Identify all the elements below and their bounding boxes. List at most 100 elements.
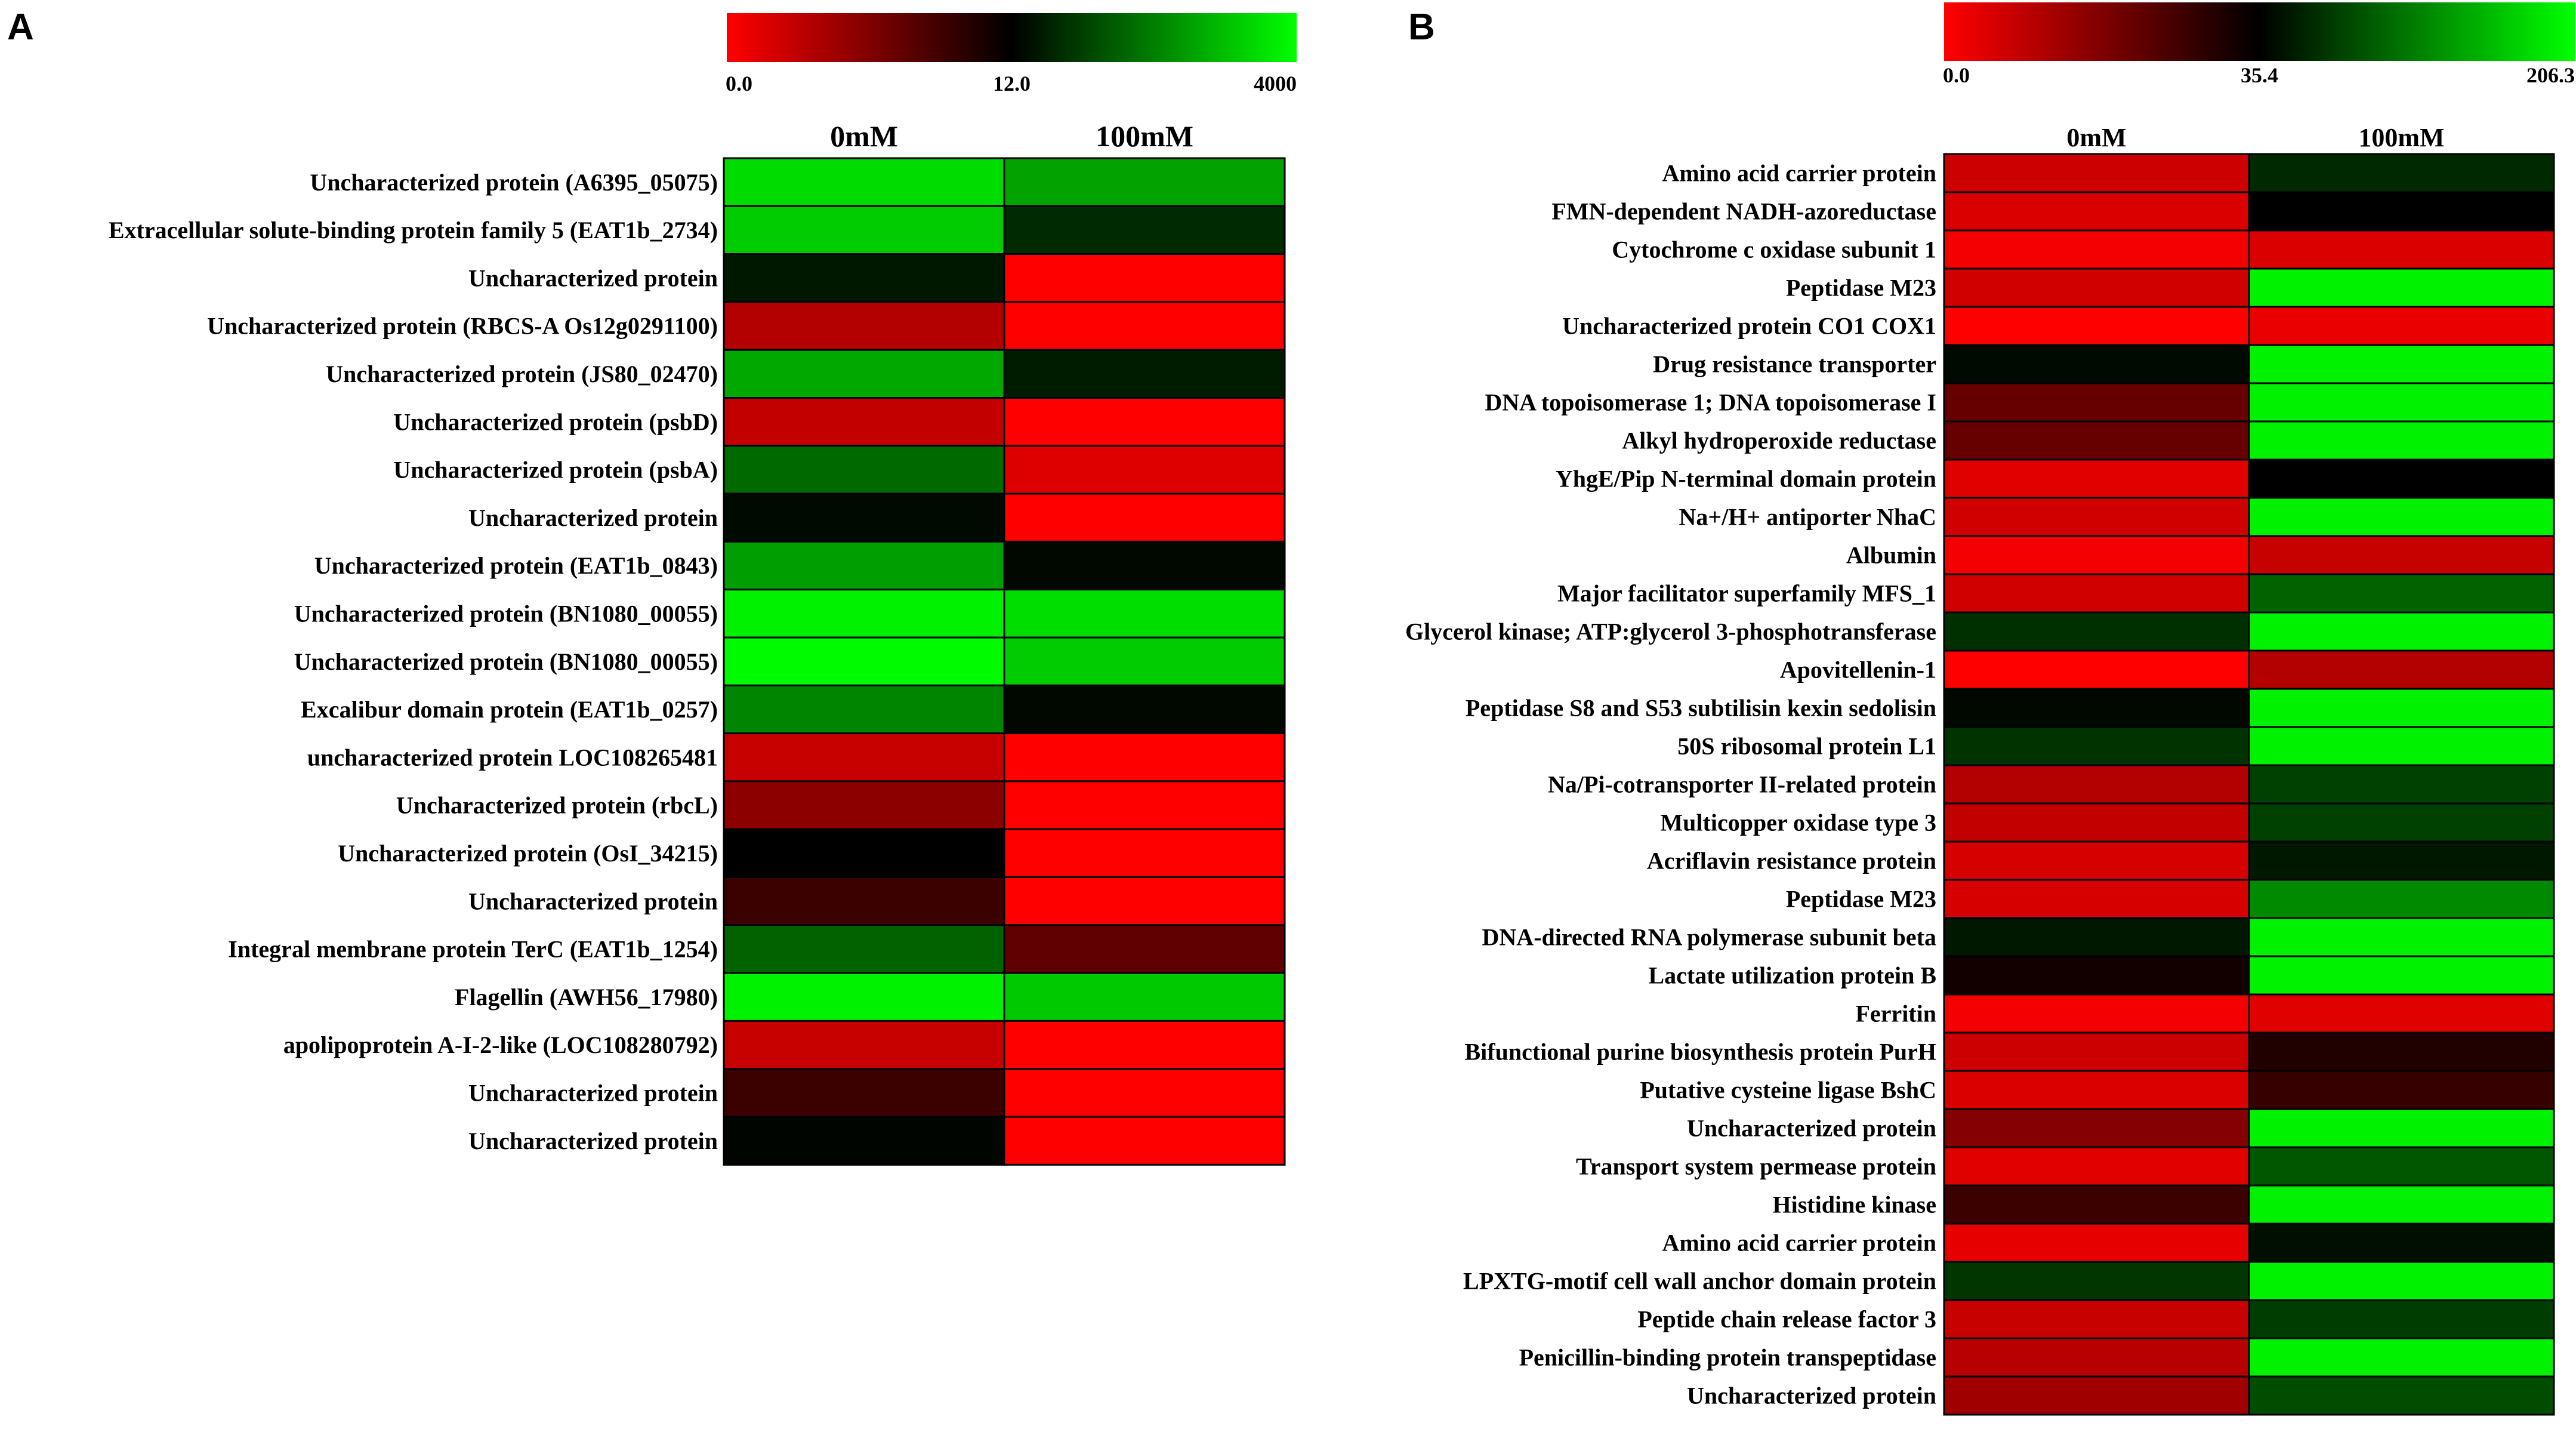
heatmap-cell-a-r4-c1 xyxy=(723,301,1005,351)
heatmap-cell-b-r10-c1 xyxy=(1943,497,2250,537)
heatmap-cell-b-r24-c1 xyxy=(1943,1031,2250,1072)
heatmap-cell-b-r17-c1 xyxy=(1943,764,2250,805)
heatmap-cell-b-r7-c1 xyxy=(1943,382,2250,423)
row-label-b-4: Peptidase M23 xyxy=(1786,275,1936,301)
row-label-a-19: apolipoprotein A-I-2-like (LOC108280792) xyxy=(283,1031,718,1058)
row-label-a-15: Uncharacterized protein (OsI_34215) xyxy=(338,840,718,867)
colorbar-b-tick-min: 0.0 xyxy=(1943,63,1970,87)
heatmap-cell-a-r5-c2 xyxy=(1003,349,1286,399)
row-label-b-20: Peptidase M23 xyxy=(1786,886,1936,913)
row-label-b-6: Drug resistance transporter xyxy=(1653,351,1936,378)
heatmap-cell-b-r31-c2 xyxy=(2248,1299,2555,1339)
heatmap-cell-a-r9-c1 xyxy=(723,540,1005,591)
heatmap-cell-a-r19-c2 xyxy=(1003,1020,1286,1070)
heatmap-cell-b-r11-c1 xyxy=(1943,535,2250,575)
heatmap-cell-a-r15-c1 xyxy=(723,828,1005,878)
heatmap-cell-b-r4-c2 xyxy=(2248,267,2555,308)
row-label-a-3: Uncharacterized protein xyxy=(468,264,718,291)
heatmap-cell-b-r18-c1 xyxy=(1943,802,2250,843)
heatmap-cell-a-r11-c2 xyxy=(1003,636,1286,686)
heatmap-cell-a-r3-c1 xyxy=(723,253,1005,303)
heatmap-cell-a-r15-c2 xyxy=(1003,828,1286,878)
heatmap-cell-a-r8-c1 xyxy=(723,492,1005,543)
heatmap-cell-b-r9-c2 xyxy=(2248,458,2555,499)
row-label-b-11: Albumin xyxy=(1846,542,1936,569)
heatmap-cell-b-r14-c1 xyxy=(1943,649,2250,690)
heatmap-cell-a-r13-c1 xyxy=(723,732,1005,783)
row-label-b-17: Na/Pi-cotransporter II-related protein xyxy=(1548,771,1936,798)
heatmap-cell-b-r24-c2 xyxy=(2248,1031,2555,1072)
heatmap-cell-a-r10-c1 xyxy=(723,589,1005,639)
heatmap-cell-b-r1-c2 xyxy=(2248,153,2555,193)
heatmap-cell-b-r6-c2 xyxy=(2248,344,2555,384)
heatmap-cell-b-r21-c2 xyxy=(2248,917,2555,957)
heatmap-cell-b-r21-c1 xyxy=(1943,917,2250,957)
heatmap-cell-b-r23-c1 xyxy=(1943,993,2250,1034)
column-header-b-0mm: 0mM xyxy=(2066,123,2126,152)
row-label-a-16: Uncharacterized protein xyxy=(468,888,718,914)
panel-b-letter: B xyxy=(1408,7,1435,48)
heatmap-cell-a-r13-c2 xyxy=(1003,732,1286,783)
heatmap-cell-b-r33-c2 xyxy=(2248,1375,2555,1416)
row-label-a-8: Uncharacterized protein xyxy=(468,504,718,531)
heatmap-cell-b-r30-c1 xyxy=(1943,1261,2250,1301)
row-label-b-22: Lactate utilization protein B xyxy=(1648,962,1936,989)
heatmap-cell-a-r14-c2 xyxy=(1003,780,1286,830)
heatmap-cell-b-r28-c2 xyxy=(2248,1184,2555,1225)
heatmap-cell-a-r20-c2 xyxy=(1003,1068,1286,1118)
heatmap-cell-b-r13-c1 xyxy=(1943,611,2250,652)
heatmap-cell-b-r25-c2 xyxy=(2248,1070,2555,1110)
row-label-b-14: Apovitellenin-1 xyxy=(1780,657,1936,683)
row-label-b-23: Ferritin xyxy=(1856,1000,1937,1027)
heatmap-cell-a-r7-c2 xyxy=(1003,445,1286,495)
heatmap-cell-b-r19-c1 xyxy=(1943,840,2250,881)
heatmap-cell-b-r13-c2 xyxy=(2248,611,2555,652)
row-label-b-24: Bifunctional purine biosynthesis protein… xyxy=(1464,1039,1936,1065)
row-label-b-8: Alkyl hydroperoxide reductase xyxy=(1622,427,1936,454)
colorbar-a xyxy=(727,13,1297,62)
row-label-b-27: Transport system permease protein xyxy=(1576,1153,1936,1180)
heatmap-cell-b-r22-c1 xyxy=(1943,955,2250,996)
heatmap-cell-b-r2-c1 xyxy=(1943,191,2250,232)
row-label-a-20: Uncharacterized protein xyxy=(468,1079,718,1106)
row-label-b-15: Peptidase S8 and S53 subtilisin kexin se… xyxy=(1466,695,1936,722)
colorbar-a-tick-max: 4000 xyxy=(1254,72,1297,96)
row-label-b-16: 50S ribosomal protein L1 xyxy=(1677,733,1936,760)
row-label-b-19: Acriflavin resistance protein xyxy=(1647,848,1936,874)
row-label-a-18: Flagellin (AWH56_17980) xyxy=(455,984,718,1011)
colorbar-a-tick-mid: 12.0 xyxy=(993,72,1031,96)
row-label-b-9: YhgE/Pip N-terminal domain protein xyxy=(1556,466,1936,492)
row-label-a-6: Uncharacterized protein (psbD) xyxy=(393,408,718,435)
heatmap-cell-b-r27-c1 xyxy=(1943,1146,2250,1187)
heatmap-cell-b-r29-c1 xyxy=(1943,1222,2250,1263)
heatmap-cell-b-r30-c2 xyxy=(2248,1261,2555,1301)
row-label-a-12: Excalibur domain protein (EAT1b_0257) xyxy=(301,696,718,723)
heatmap-cell-a-r11-c1 xyxy=(723,636,1005,686)
heatmap-cell-a-r20-c1 xyxy=(723,1068,1005,1118)
heatmap-cell-b-r10-c2 xyxy=(2248,497,2555,537)
heatmap-cell-b-r28-c1 xyxy=(1943,1184,2250,1225)
heatmap-cell-b-r5-c2 xyxy=(2248,306,2555,346)
heatmap-cell-a-r21-c2 xyxy=(1003,1116,1286,1166)
row-label-a-4: Uncharacterized protein (RBCS-A Os12g029… xyxy=(207,313,718,340)
heatmap-cell-b-r18-c2 xyxy=(2248,802,2555,843)
row-label-b-26: Uncharacterized protein xyxy=(1687,1115,1936,1142)
row-label-b-7: DNA topoisomerase 1; DNA topoisomerase I xyxy=(1485,389,1936,416)
heatmap-cell-b-r20-c2 xyxy=(2248,879,2555,919)
heatmap-cell-a-r7-c1 xyxy=(723,445,1005,495)
heatmap-cell-a-r5-c1 xyxy=(723,349,1005,399)
heatmap-cell-a-r10-c2 xyxy=(1003,589,1286,639)
column-header-a-0mm: 0mM xyxy=(830,119,898,153)
heatmap-cell-a-r16-c2 xyxy=(1003,876,1286,926)
heatmap-cell-b-r26-c2 xyxy=(2248,1108,2555,1148)
row-label-b-3: Cytochrome c oxidase subunit 1 xyxy=(1612,236,1936,263)
heatmap-cell-b-r17-c2 xyxy=(2248,764,2555,805)
heatmap-cell-a-r12-c1 xyxy=(723,684,1005,735)
heatmap-cell-a-r18-c1 xyxy=(723,972,1005,1022)
heatmap-cell-a-r3-c2 xyxy=(1003,253,1286,303)
heatmap-cell-a-r12-c2 xyxy=(1003,684,1286,735)
heatmap-cell-b-r19-c2 xyxy=(2248,840,2555,881)
heatmap-cell-b-r8-c2 xyxy=(2248,420,2555,461)
row-label-a-1: Uncharacterized protein (A6395_05075) xyxy=(310,169,718,196)
